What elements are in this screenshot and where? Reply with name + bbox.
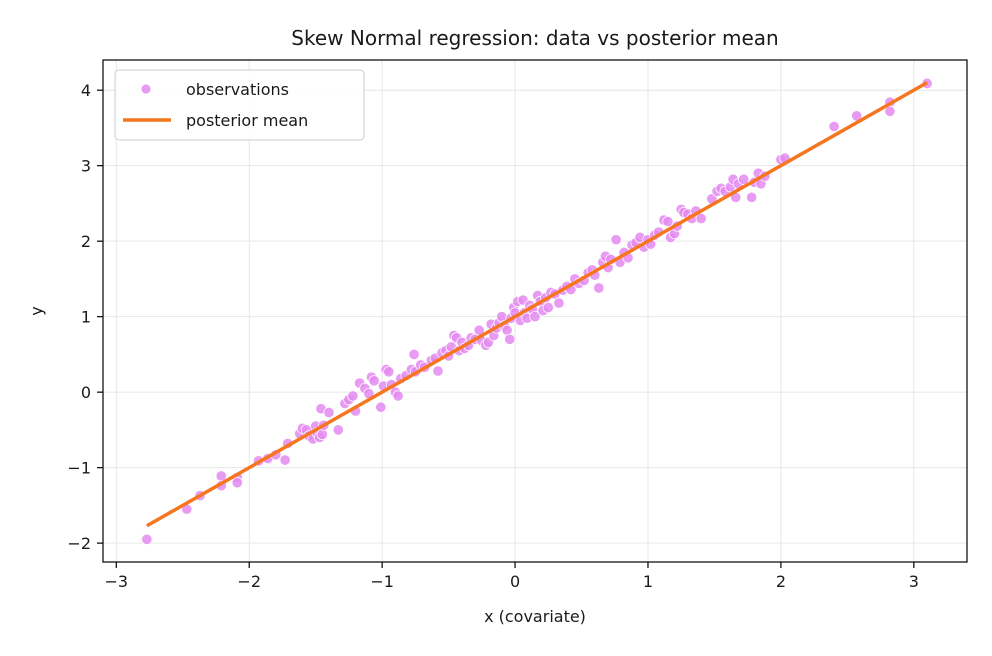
observation-point (279, 454, 291, 466)
observation-point (553, 297, 565, 309)
observation-point (368, 375, 380, 387)
observation-point (504, 333, 516, 345)
observation-point (375, 401, 387, 413)
observation-point (695, 212, 707, 225)
observation-point (828, 120, 840, 132)
y-tick-label: 4 (81, 81, 91, 100)
legend: observations posterior mean (114, 69, 365, 141)
posterior-mean-line-group (146, 81, 928, 528)
x-tick-label: 3 (909, 572, 919, 591)
posterior-mean-line (146, 81, 928, 528)
observation-point (408, 348, 420, 360)
observation-point (542, 302, 554, 314)
observation-point (738, 173, 750, 185)
x-tick-label: −1 (370, 572, 394, 591)
observation-point (383, 366, 395, 378)
observation-point (593, 282, 605, 294)
chart-title: Skew Normal regression: data vs posterio… (291, 26, 778, 50)
legend-observations-marker (140, 83, 152, 95)
legend-box (114, 69, 365, 141)
observation-point (392, 390, 404, 402)
observation-point (332, 424, 344, 436)
y-tick-label: 1 (81, 308, 91, 327)
observation-point (432, 365, 444, 377)
y-axis-label: y (27, 306, 46, 315)
axis-ticks: −3 −2 −1 0 1 2 3 −2 −1 0 1 2 3 4 (67, 81, 919, 591)
x-tick-label: 0 (510, 572, 520, 591)
x-tick-label: −3 (104, 572, 128, 591)
x-tick-label: −2 (237, 572, 261, 591)
observation-point (323, 406, 335, 419)
observation-point (141, 533, 153, 545)
observation-point (662, 215, 674, 228)
observation-point (529, 311, 541, 323)
y-tick-label: 2 (81, 232, 91, 251)
x-tick-label: 2 (776, 572, 786, 591)
observation-point (231, 477, 243, 489)
y-tick-label: 3 (81, 157, 91, 176)
legend-observations-label: observations (186, 80, 289, 99)
x-axis-label: x (covariate) (484, 607, 586, 626)
y-tick-label: −2 (67, 534, 91, 553)
observation-point (610, 234, 622, 246)
observation-point (347, 390, 359, 402)
observation-point (746, 191, 758, 203)
x-tick-label: 1 (643, 572, 653, 591)
legend-posterior-mean-label: posterior mean (186, 111, 308, 130)
plot-frame (102, 59, 968, 563)
y-tick-label: −1 (67, 459, 91, 478)
observation-point (884, 105, 896, 117)
observation-point (316, 428, 328, 440)
y-tick-label: 0 (81, 383, 91, 402)
